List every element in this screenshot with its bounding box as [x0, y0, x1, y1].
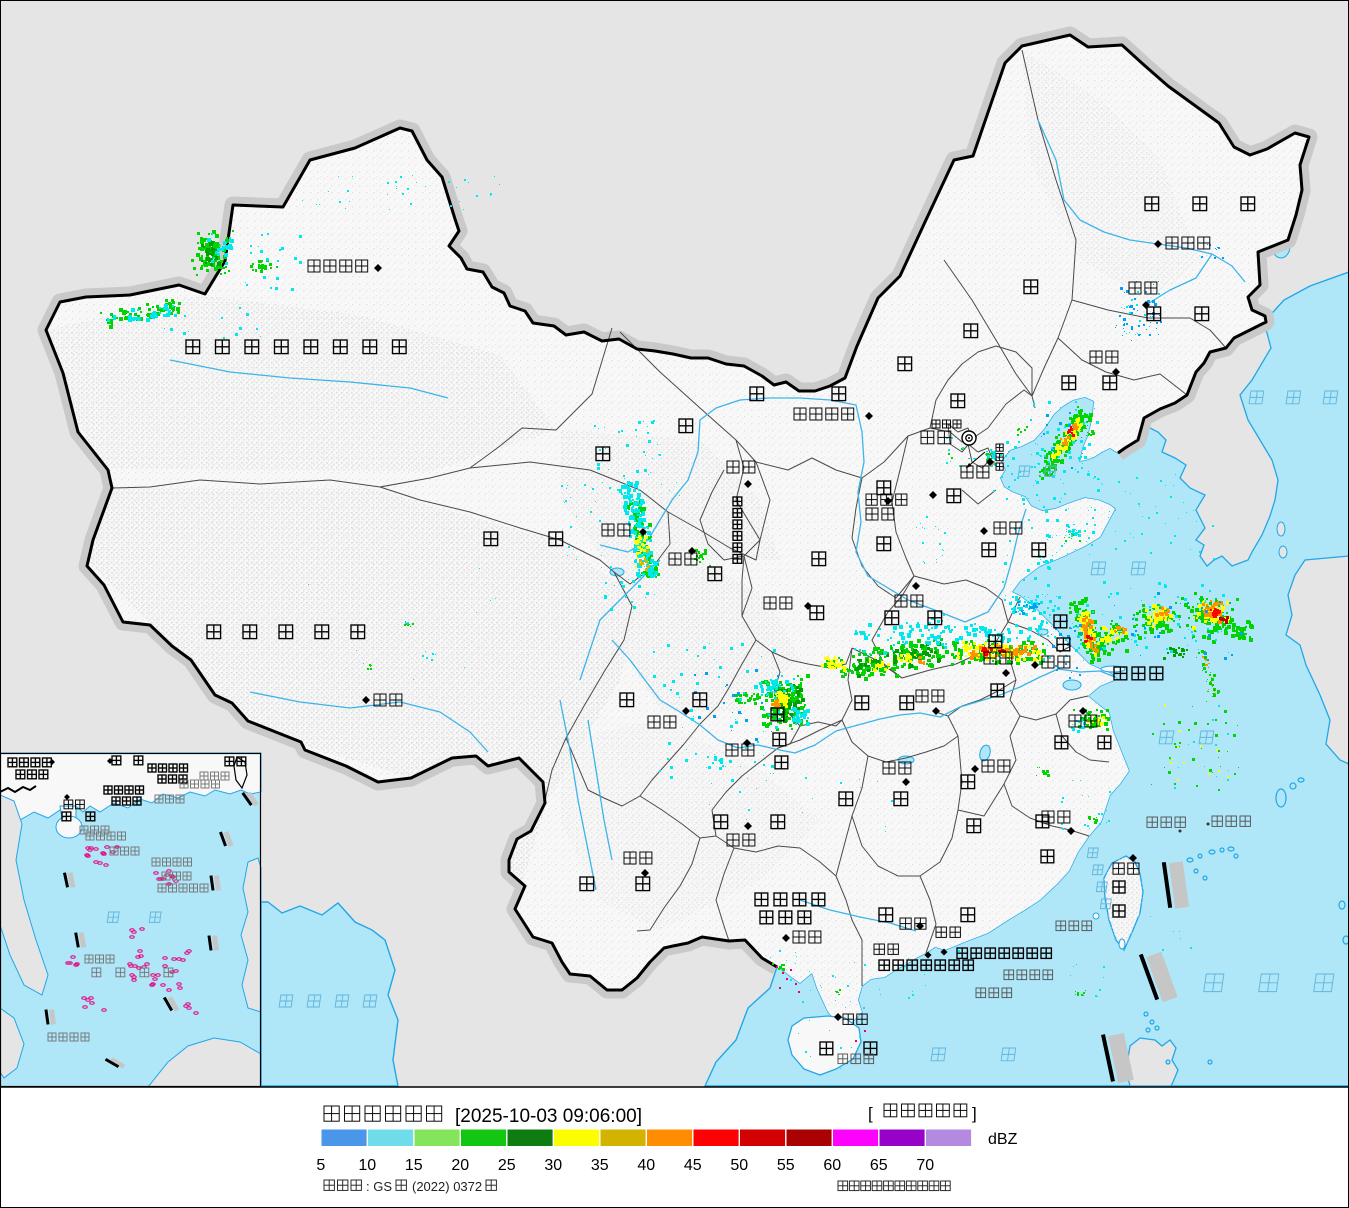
- svg-text:55: 55: [777, 1157, 795, 1174]
- svg-text:10: 10: [358, 1157, 376, 1174]
- svg-text:]: ]: [972, 1104, 977, 1123]
- svg-text:50: 50: [730, 1157, 748, 1174]
- svg-text:[2025-10-03 09:06:00]: [2025-10-03 09:06:00]: [455, 1106, 642, 1127]
- svg-text:40: 40: [637, 1157, 655, 1174]
- svg-text:15: 15: [405, 1157, 423, 1174]
- svg-text:20: 20: [451, 1157, 469, 1174]
- svg-text:30: 30: [544, 1157, 562, 1174]
- svg-text:60: 60: [823, 1157, 841, 1174]
- svg-text:70: 70: [916, 1157, 934, 1174]
- svg-text:35: 35: [591, 1157, 609, 1174]
- svg-text:45: 45: [684, 1157, 702, 1174]
- svg-text:[: [: [868, 1104, 873, 1123]
- svg-text:: GS: : GS: [366, 1179, 392, 1194]
- svg-text:5: 5: [316, 1157, 325, 1174]
- svg-text:dBZ: dBZ: [988, 1131, 1018, 1148]
- svg-text:65: 65: [870, 1157, 888, 1174]
- svg-text:25: 25: [498, 1157, 516, 1174]
- svg-text:(2022) 0372: (2022) 0372: [412, 1179, 482, 1194]
